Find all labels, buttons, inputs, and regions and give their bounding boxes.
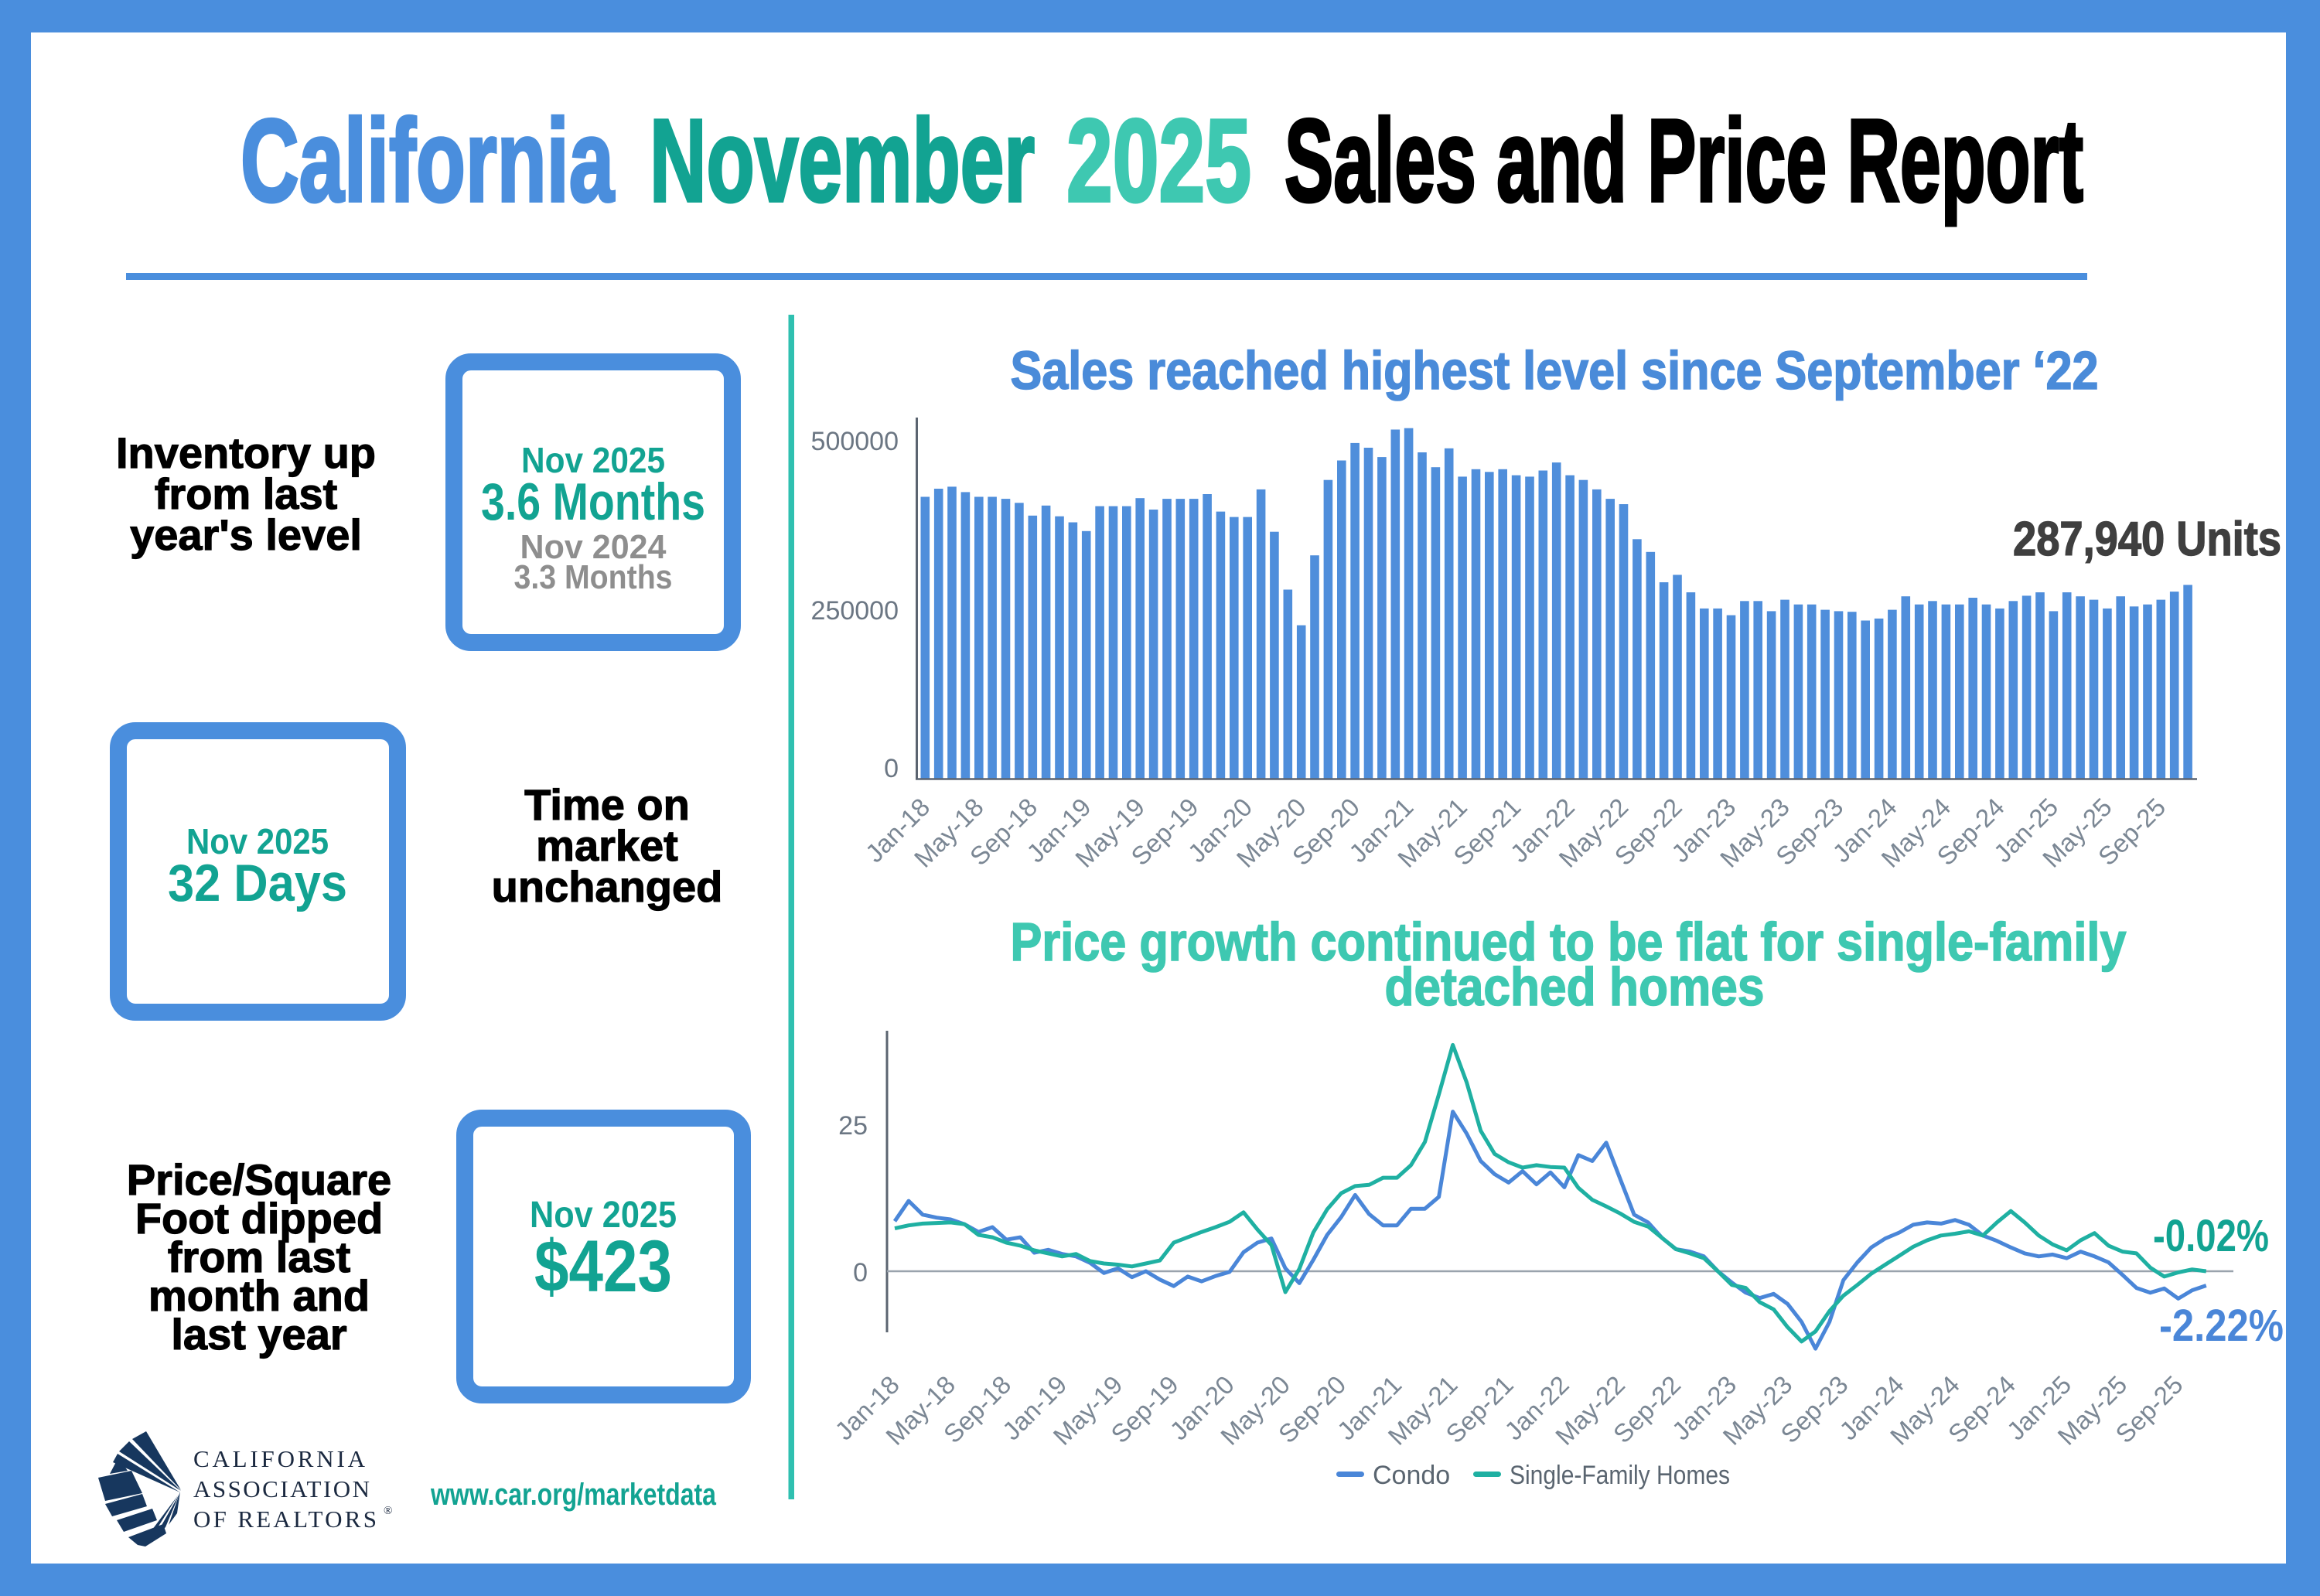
svg-text:-0.02%: -0.02% (2153, 1211, 2269, 1261)
svg-text:November: November (650, 95, 1035, 227)
svg-text:0: 0 (853, 1258, 868, 1287)
svg-text:unchanged: unchanged (492, 862, 723, 911)
svg-text:OF REALTORS: OF REALTORS (193, 1506, 380, 1533)
svg-text:California: California (241, 95, 615, 227)
svg-text:32 Days: 32 Days (168, 854, 347, 912)
svg-text:Nov 2024: Nov 2024 (520, 528, 667, 566)
svg-text:from last: from last (168, 1233, 351, 1281)
svg-text:2025: 2025 (1066, 95, 1251, 227)
svg-text:287,940 Units: 287,940 Units (2013, 513, 2281, 566)
svg-text:from last: from last (155, 469, 338, 518)
svg-text:Nov 2025: Nov 2025 (521, 440, 665, 480)
svg-text:®: ® (384, 1505, 392, 1517)
svg-text:month and: month and (148, 1271, 370, 1320)
svg-text:Condo: Condo (1373, 1461, 1450, 1490)
svg-text:Foot dipped: Foot dipped (135, 1194, 383, 1243)
svg-text:www.car.org/marketdata: www.car.org/marketdata (430, 1478, 716, 1512)
svg-text:last year: last year (171, 1310, 346, 1359)
svg-text:250000: 250000 (811, 596, 899, 626)
svg-text:-2.22%: -2.22% (2159, 1301, 2284, 1351)
svg-text:Sales reached highest level si: Sales reached highest level since Septem… (1011, 340, 2099, 401)
svg-text:market: market (536, 821, 678, 870)
svg-text:3.3 Months: 3.3 Months (514, 558, 673, 596)
svg-text:ASSOCIATION: ASSOCIATION (193, 1475, 374, 1502)
svg-text:Sales and Price Report: Sales and Price Report (1285, 95, 2083, 227)
svg-text:Nov 2025: Nov 2025 (530, 1195, 677, 1236)
svg-text:Nov 2025: Nov 2025 (186, 821, 329, 861)
svg-text:Price growth continued to be f: Price growth continued to be flat for si… (1011, 912, 2127, 972)
svg-text:25: 25 (838, 1111, 868, 1141)
svg-text:year's level: year's level (130, 510, 362, 559)
svg-text:Price/Square: Price/Square (127, 1155, 391, 1204)
svg-text:0: 0 (884, 754, 899, 783)
svg-text:$423: $423 (534, 1226, 672, 1308)
svg-text:Time on: Time on (524, 780, 690, 829)
svg-text:Inventory up: Inventory up (116, 428, 376, 477)
svg-text:CALIFORNIA: CALIFORNIA (193, 1445, 370, 1472)
svg-text:500000: 500000 (811, 427, 899, 456)
svg-text:detached homes: detached homes (1385, 957, 1765, 1017)
svg-text:3.6 Months: 3.6 Months (481, 472, 705, 531)
svg-text:Single-Family Homes: Single-Family Homes (1510, 1461, 1730, 1490)
